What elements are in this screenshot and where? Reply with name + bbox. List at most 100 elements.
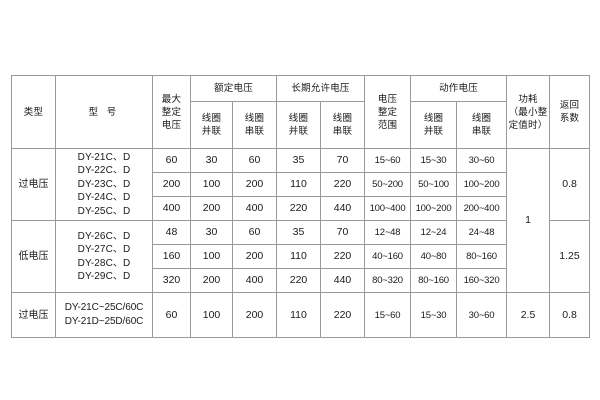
header-act-series-line1: 线圈 (471, 113, 492, 124)
cell-models: DY-21C、D DY-22C、D DY-23C、D DY-24C、D DY-2… (55, 148, 153, 221)
header-model: 型 号 (55, 75, 153, 149)
header-max-setting-voltage-line3: 电压 (161, 119, 182, 131)
model-line: DY-29C、D (77, 271, 131, 282)
header-row-bottom: 线圈 并联 线圈 串联 线圈 并联 线圈 串联 线圈 并联 (12, 101, 590, 149)
cell-lt-series: 220 (319, 292, 366, 338)
model-line: DY-22C、D (77, 165, 131, 177)
header-power-consumption-line3: 定值时） (508, 119, 548, 131)
cell-type: 过电压 (11, 148, 56, 221)
header-rated-parallel: 线圈 并联 (190, 101, 233, 149)
header-lt-parallel: 线圈 并联 (276, 101, 321, 149)
header-long-term-allowed-voltage: 长期允许电压 (275, 75, 366, 102)
table-row: 320 200 400 220 440 80~320 80~160 160~32… (12, 268, 590, 293)
header-row-top: 类型 型 号 最大 整定 电压 额定电压 长期允许电压 电压 整定 范围 动作电… (11, 75, 591, 149)
cell-lt-parallel: 220 (276, 196, 321, 221)
cell-voltage-setting-range: 12~48 (364, 220, 412, 245)
cell-return-coefficient: 1.25 (549, 220, 591, 293)
cell-max-setting-voltage: 160 (152, 244, 191, 269)
header-voltage-setting-range-line3: 范围 (377, 119, 398, 131)
cell-act-series: 100~200 (456, 172, 508, 197)
cell-rated-parallel: 30 (190, 220, 233, 245)
cell-return-coefficient: 0.8 (549, 292, 591, 338)
header-act-parallel: 线圈 并联 (410, 101, 458, 149)
cell-act-parallel: 12~24 (410, 220, 458, 245)
cell-act-series: 30~60 (456, 148, 508, 173)
header-rated-parallel-line1: 线圈 (201, 113, 222, 124)
cell-lt-parallel: 220 (276, 268, 321, 293)
model-line: DY-28C、D (77, 257, 131, 269)
cell-act-series: 200~400 (456, 196, 508, 221)
header-type: 类型 (11, 75, 56, 149)
cell-return-coefficient: 0.8 (549, 148, 591, 221)
cell-voltage-setting-range: 15~60 (364, 148, 412, 173)
header-act-series: 线圈 串联 (456, 101, 508, 149)
model-line: DY-26C、D (77, 230, 131, 242)
cell-lt-series: 220 (319, 172, 366, 197)
cell-max-setting-voltage: 48 (152, 220, 191, 245)
cell-voltage-setting-range: 15~60 (364, 292, 412, 338)
cell-rated-parallel: 100 (190, 244, 233, 269)
header-voltage-setting-range: 电压 整定 范围 (364, 75, 412, 149)
model-line: DY-24C、D (77, 192, 131, 204)
cell-lt-series: 220 (319, 244, 366, 269)
cell-lt-parallel: 110 (276, 172, 321, 197)
header-action-voltage: 动作电压 (410, 75, 508, 102)
cell-act-parallel: 40~80 (410, 244, 458, 269)
model-line: DY-27C、D (77, 244, 131, 255)
cell-act-series: 80~160 (456, 244, 508, 269)
header-return-coefficient-line2: 系数 (559, 113, 580, 124)
cell-lt-parallel: 110 (276, 292, 321, 338)
cell-lt-series: 440 (319, 196, 366, 221)
cell-rated-series: 200 (232, 172, 277, 197)
cell-max-setting-voltage: 60 (152, 148, 191, 173)
cell-act-series: 24~48 (456, 220, 508, 245)
header-act-parallel-line1: 线圈 (423, 113, 444, 124)
header-rated-series-line2: 串联 (244, 126, 265, 137)
cell-voltage-setting-range: 80~320 (364, 268, 412, 293)
header-max-setting-voltage: 最大 整定 电压 (152, 75, 191, 149)
cell-act-parallel: 15~30 (410, 148, 458, 173)
table-body: 过电压 DY-21C、D DY-22C、D DY-23C、D DY-24C、D … (11, 148, 591, 338)
header-lt-parallel-line2: 并联 (288, 126, 309, 137)
model-line: DY-21D~25D/60C (64, 316, 144, 327)
model-line: DY-21C、D (77, 151, 131, 163)
cell-models: DY-21C~25C/60C DY-21D~25D/60C (55, 292, 153, 338)
cell-rated-series: 60 (232, 220, 277, 245)
header-voltage-setting-range-line2: 整定 (377, 106, 398, 118)
cell-act-parallel: 50~100 (410, 172, 458, 197)
cell-act-parallel: 100~200 (410, 196, 458, 221)
cell-rated-parallel: 100 (190, 172, 233, 197)
specification-table: 类型 型 号 最大 整定 电压 额定电压 长期允许电压 电压 整定 范围 动作电… (11, 75, 591, 338)
cell-max-setting-voltage: 400 (152, 196, 191, 221)
cell-max-setting-voltage: 200 (152, 172, 191, 197)
table-header: 类型 型 号 最大 整定 电压 额定电压 长期允许电压 电压 整定 范围 动作电… (11, 75, 591, 149)
header-act-series-line2: 串联 (471, 126, 492, 137)
header-max-setting-voltage-line1: 最大 (161, 93, 182, 105)
cell-power-consumption: 2.5 (506, 292, 551, 338)
model-line: DY-21C~25C/60C (64, 302, 144, 313)
cell-lt-series: 440 (319, 268, 366, 293)
model-line: DY-25C、D (77, 205, 131, 217)
cell-models: DY-26C、D DY-27C、D DY-28C、D DY-29C、D (55, 220, 153, 293)
cell-rated-parallel: 200 (190, 196, 233, 221)
cell-rated-parallel: 30 (190, 148, 233, 173)
header-power-consumption-line2: （最小整 (508, 106, 548, 118)
header-lt-series: 线圈 串联 (319, 101, 366, 149)
cell-power-consumption: 1 (506, 148, 551, 293)
header-rated-voltage: 额定电压 (190, 75, 277, 102)
cell-lt-series: 70 (319, 148, 366, 173)
cell-rated-series: 200 (232, 292, 277, 338)
table-row: 160 100 200 110 220 40~160 40~80 80~160 (12, 244, 590, 269)
header-max-setting-voltage-line2: 整定 (161, 106, 182, 118)
model-line: DY-23C、D (77, 178, 131, 190)
header-return-coefficient: 返回 系数 (549, 75, 591, 149)
cell-type: 低电压 (11, 220, 56, 293)
cell-rated-parallel: 200 (190, 268, 233, 293)
cell-rated-series: 400 (232, 268, 277, 293)
table-row: 过电压 DY-21C、D DY-22C、D DY-23C、D DY-24C、D … (11, 148, 591, 293)
cell-act-parallel: 15~30 (410, 292, 458, 338)
cell-rated-series: 200 (232, 244, 277, 269)
header-rated-series: 线圈 串联 (232, 101, 277, 149)
cell-act-parallel: 80~160 (410, 268, 458, 293)
